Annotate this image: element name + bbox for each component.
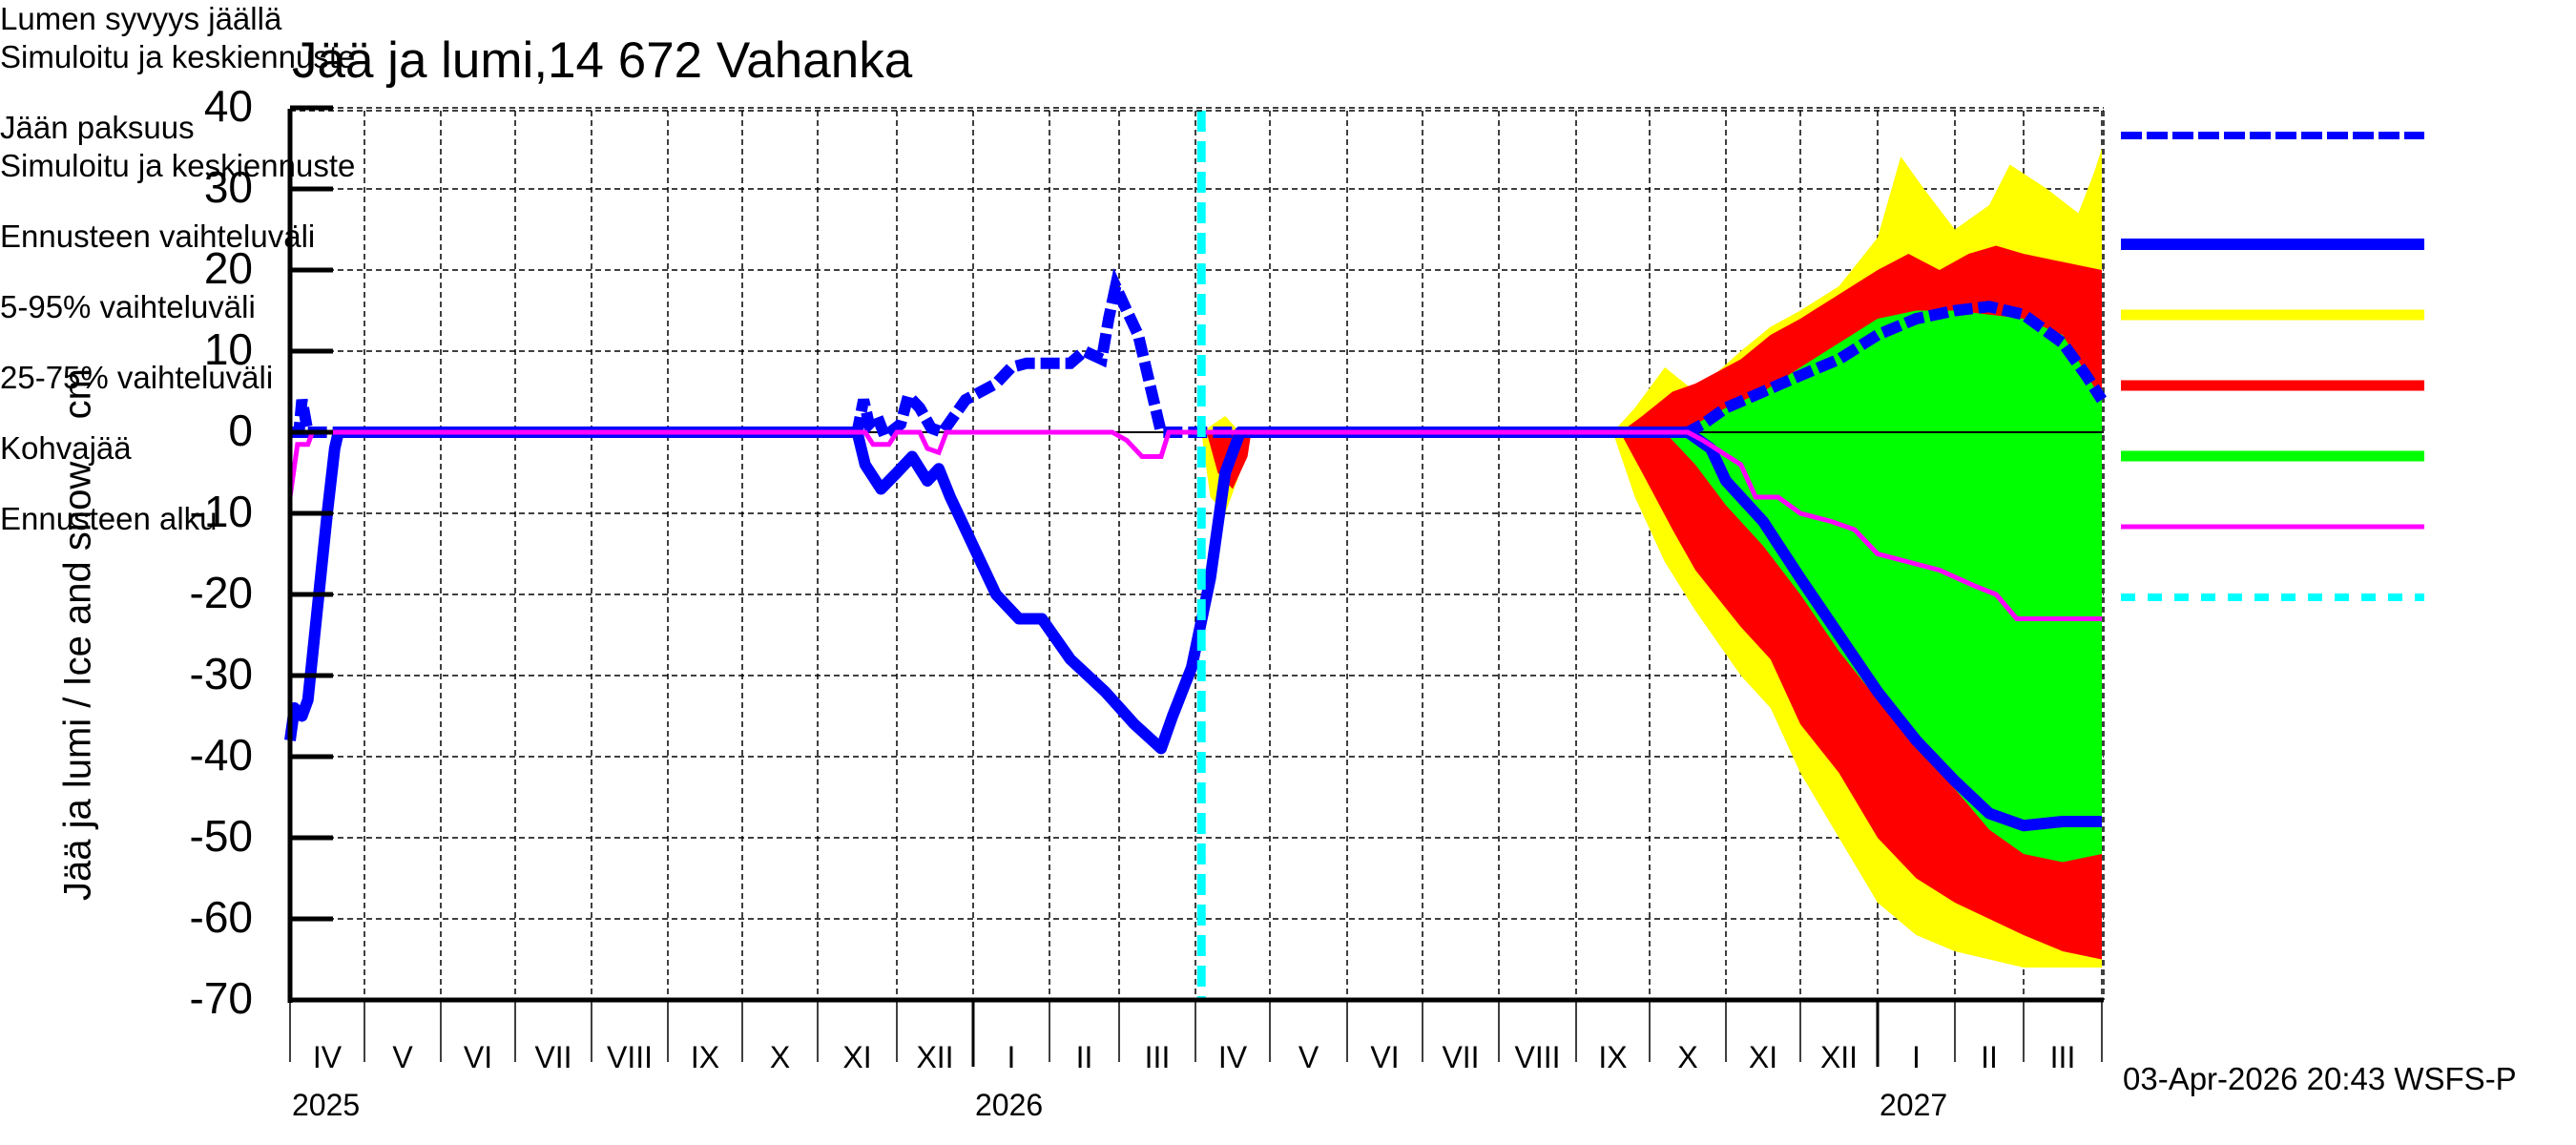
band-00ff00 (1665, 310, 2102, 863)
month-label: IX (1598, 1040, 1628, 1074)
month-label: II (1075, 1040, 1093, 1074)
month-label: X (769, 1040, 791, 1074)
month-label: III (1144, 1040, 1171, 1074)
year-label: 2027 (1880, 1088, 1948, 1122)
year-label: 2026 (975, 1088, 1044, 1122)
month-label: I (1007, 1040, 1016, 1074)
legend-label: Simuloitu ja keskiennuste (0, 148, 356, 183)
forecast-bands (1201, 148, 2102, 968)
month-label: IV (312, 1040, 343, 1074)
month-label: VI (1370, 1040, 1400, 1074)
month-label: VII (1442, 1040, 1480, 1074)
y-tick-label: 20 (203, 243, 253, 293)
month-label: VII (534, 1040, 572, 1074)
timestamp: 03-Apr-2026 20:43 WSFS-P (2123, 1061, 2517, 1096)
slush-ice-line (287, 429, 2102, 621)
month-label: V (392, 1040, 413, 1074)
y-tick-label: 40 (203, 81, 253, 131)
legend-label: Lumen syvyys jäällä (0, 1, 282, 36)
month-label: VIII (606, 1040, 653, 1074)
month-label: V (1298, 1040, 1319, 1074)
y-tick-label: -20 (189, 568, 253, 617)
chart-title: Jää ja lumi,14 672 Vahanka (292, 32, 913, 89)
year-label: 2025 (292, 1088, 361, 1122)
y-tick-label: 0 (228, 406, 253, 455)
month-label: XII (1819, 1040, 1859, 1074)
month-label: XII (916, 1040, 954, 1074)
y-tick-label: -60 (189, 892, 253, 942)
month-label: IX (690, 1040, 720, 1074)
month-label: VIII (1514, 1040, 1561, 1074)
y-tick-label: -40 (189, 730, 253, 780)
legend-label: Simuloitu ja keskiennuste (0, 39, 356, 74)
y-tick-label: -70 (189, 973, 253, 1023)
month-label: II (1981, 1040, 1998, 1074)
month-label: XI (1748, 1040, 1778, 1074)
data-lines (284, 111, 2108, 1000)
y-tick-label: -30 (189, 649, 253, 698)
month-label: VI (463, 1040, 493, 1074)
snow-depth-line (290, 268, 2108, 446)
y-tick-label: 10 (203, 324, 253, 374)
axes (287, 105, 2104, 1067)
month-label: X (1677, 1040, 1698, 1074)
legend-swatches (2121, 132, 2424, 601)
month-label: I (1912, 1040, 1921, 1074)
legend-label: Ennusteen alku (0, 501, 218, 536)
legend-label: 25-75% vaihteluväli (0, 360, 274, 395)
month-label: III (2049, 1040, 2076, 1074)
legend-label: Kohvajää (0, 430, 132, 466)
legend-label: Ennusteen vaihteluväli (0, 219, 316, 254)
legend-label: 5-95% vaihteluväli (0, 289, 256, 324)
month-label: IV (1217, 1040, 1248, 1074)
y-tick-label: -50 (189, 811, 253, 861)
y-tick-label: 30 (203, 162, 253, 212)
legend-label: Jään paksuus (0, 110, 195, 145)
month-label: XI (842, 1040, 872, 1074)
y-tick-label: -10 (189, 487, 253, 536)
